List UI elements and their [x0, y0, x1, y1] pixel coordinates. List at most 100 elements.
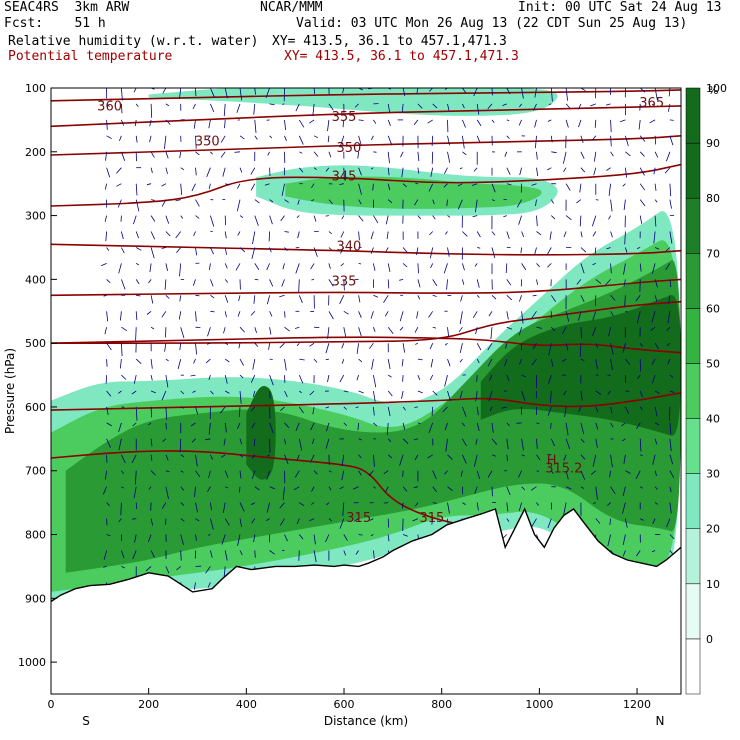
wind-vector	[610, 343, 614, 355]
wind-vector	[625, 470, 631, 474]
wind-vector	[576, 279, 582, 285]
wind-vector	[387, 326, 394, 334]
x-tick-label: 1000	[525, 698, 553, 711]
wind-vector	[118, 390, 122, 394]
wind-vector	[195, 311, 197, 322]
wind-vector	[343, 550, 347, 556]
wind-vector	[592, 502, 596, 504]
wind-vector	[105, 231, 107, 242]
wind-vector	[325, 343, 330, 354]
wind-vector	[269, 199, 274, 203]
wind-vector	[210, 390, 214, 395]
wind-vector	[387, 135, 393, 146]
wind-vector	[636, 311, 641, 324]
wind-vector	[328, 279, 334, 287]
wind-vector	[518, 502, 522, 512]
wind-vector	[417, 279, 421, 288]
colorbar-bin	[685, 638, 701, 695]
wind-vector	[506, 295, 513, 301]
wind-vector	[284, 119, 286, 130]
wind-vector	[608, 327, 611, 337]
wind-vector	[639, 263, 642, 272]
wind-vector	[206, 342, 211, 345]
wind-vector	[325, 167, 330, 172]
wind-vector	[501, 406, 507, 409]
wind-vector	[165, 231, 171, 237]
wind-vector	[190, 374, 196, 377]
wind-vector	[180, 502, 185, 506]
wind-vector	[578, 103, 582, 110]
wind-vector	[210, 454, 213, 460]
wind-vector	[220, 135, 226, 143]
wind-vector	[592, 263, 596, 266]
wind-vector	[266, 454, 270, 457]
wind-vector	[521, 454, 525, 457]
wind-vector	[580, 470, 586, 480]
wind-vector	[224, 550, 228, 561]
wind-vector	[387, 390, 393, 397]
wind-vector	[445, 438, 448, 452]
wind-vector	[269, 215, 273, 225]
wind-vector	[120, 311, 122, 321]
wind-vector	[383, 470, 389, 475]
wind-vector	[313, 358, 318, 363]
wind-vector	[238, 295, 241, 302]
wind-vector	[443, 263, 448, 274]
wind-vector	[654, 486, 658, 490]
wind-vector	[580, 295, 585, 303]
wind-vector	[563, 151, 567, 164]
wind-vector	[237, 231, 241, 236]
colorbar-tick-label: 20	[706, 523, 720, 536]
wind-vector	[269, 374, 274, 386]
wind-vector	[191, 183, 196, 192]
wind-vector	[208, 470, 211, 478]
wind-vector	[339, 518, 345, 529]
wind-vector	[459, 390, 463, 399]
wind-vector	[135, 406, 138, 421]
wind-vector	[268, 231, 270, 242]
wind-vector	[209, 263, 211, 270]
wind-vector	[387, 199, 393, 204]
wind-vector	[654, 390, 660, 394]
wind-vector	[654, 88, 658, 101]
wind-vector	[447, 502, 450, 514]
theta-contour-338	[51, 278, 681, 297]
wind-vector	[150, 215, 156, 222]
wind-vector	[386, 231, 389, 239]
wind-vector	[506, 135, 510, 139]
wind-vector	[103, 550, 107, 560]
y-tick-label: 400	[25, 273, 46, 286]
wind-vector	[625, 151, 631, 157]
wind-vector	[654, 183, 657, 191]
wind-vector	[132, 518, 137, 520]
wind-vector	[251, 247, 256, 259]
x-tick-label: 200	[138, 698, 159, 711]
wind-vector	[430, 359, 434, 368]
wind-vector	[161, 390, 167, 401]
wind-vector	[506, 438, 509, 450]
wind-vector	[402, 263, 408, 268]
wind-vector	[299, 390, 302, 394]
wind-vector	[165, 375, 169, 388]
wind-vector	[521, 374, 527, 378]
wind-vector	[595, 279, 602, 284]
wind-vector	[135, 199, 140, 212]
wind-vector	[473, 88, 478, 97]
wind-vector	[578, 406, 582, 412]
wind-vector	[180, 534, 184, 546]
wind-vector	[386, 422, 389, 436]
wind-vector	[136, 247, 142, 251]
wind-vector	[121, 374, 127, 380]
wind-vector	[595, 438, 598, 448]
theta-label: 365	[639, 96, 664, 111]
wind-vector	[106, 406, 109, 415]
wind-vector	[106, 502, 110, 506]
wind-vector	[592, 215, 597, 227]
wind-vector	[121, 119, 124, 126]
wind-vector	[135, 470, 137, 485]
wind-vector	[224, 295, 229, 303]
wind-vector	[207, 327, 211, 337]
y-tick-label: 100	[25, 82, 46, 95]
wind-vector	[667, 358, 671, 365]
wind-vector	[387, 359, 391, 370]
